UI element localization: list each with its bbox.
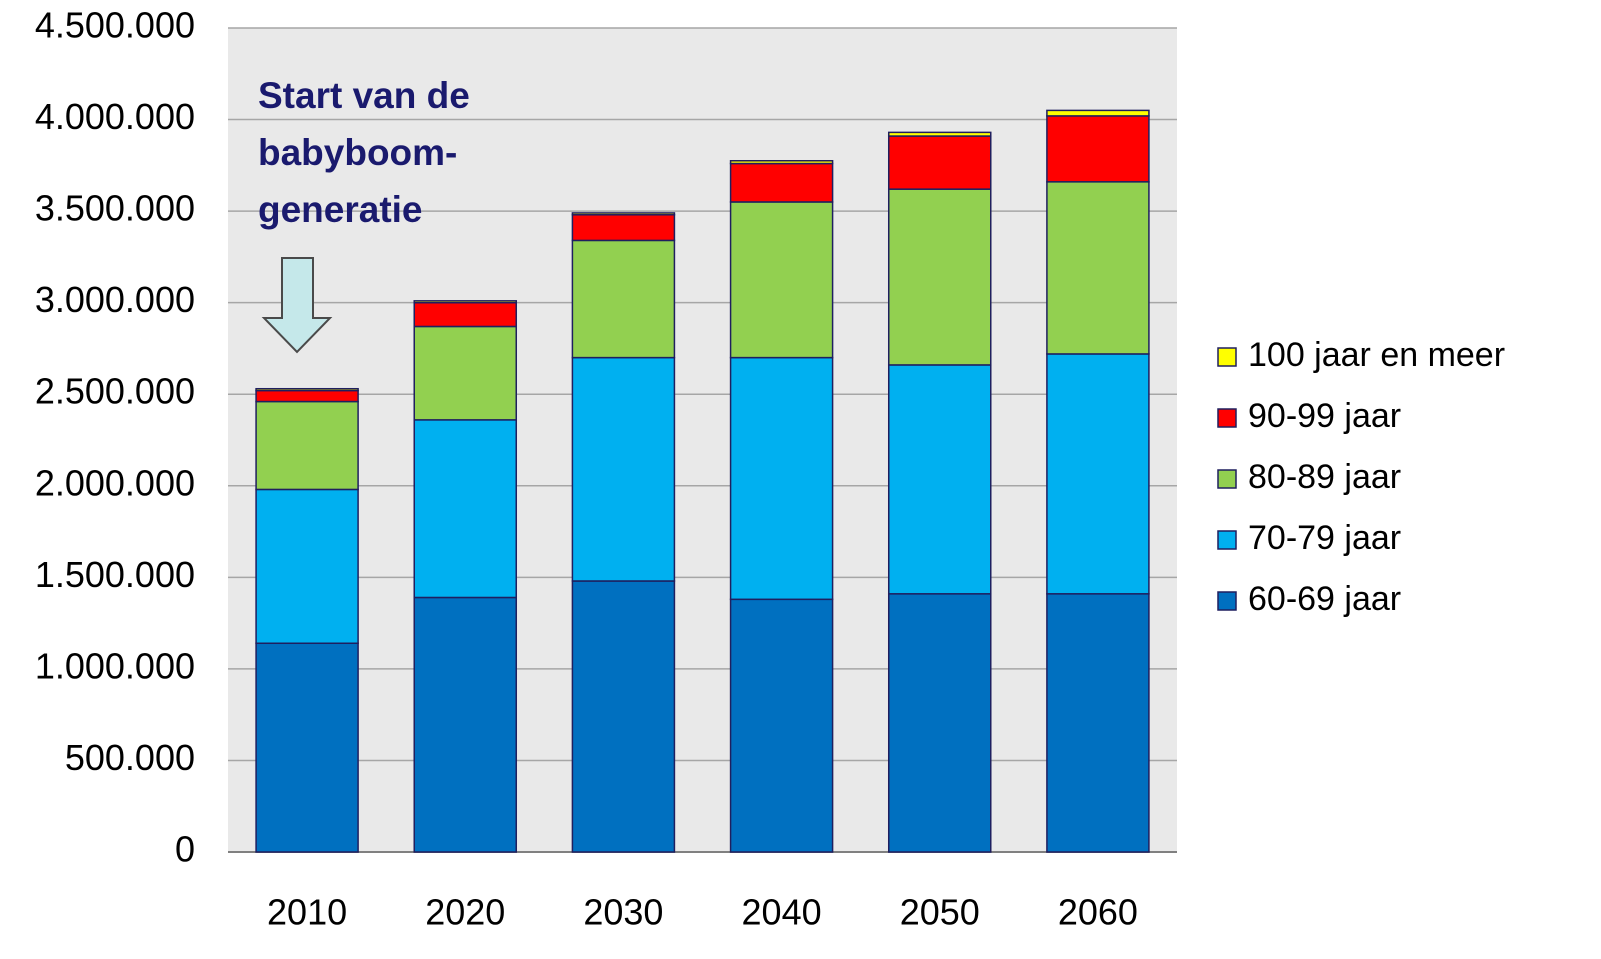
legend-swatch (1217, 469, 1237, 489)
y-tick-label: 1.500.000 (35, 554, 195, 595)
x-tick-label: 2040 (742, 892, 822, 933)
bar-segment (1046, 181, 1150, 355)
x-tick-label: 2010 (267, 892, 347, 933)
legend-swatch (1217, 591, 1237, 611)
bar-segment (571, 239, 676, 359)
legend-label: 80-89 jaar (1248, 458, 1401, 496)
bar-segment (413, 596, 518, 853)
bar-segment (255, 389, 359, 403)
bar-segment (571, 212, 676, 216)
y-tick-label: 3.000.000 (35, 279, 195, 320)
bar-segment (1046, 353, 1150, 595)
legend-label: 60-69 jaar (1248, 580, 1401, 618)
y-tick-label: 0 (175, 829, 195, 870)
legend-swatch (1217, 347, 1237, 367)
bar-segment (887, 364, 992, 595)
bar-segment (413, 419, 518, 599)
bar-segment (413, 325, 518, 421)
y-tick-label: 4.500.000 (35, 5, 195, 46)
bar-segment (729, 160, 834, 165)
x-tick-label: 2030 (583, 892, 663, 933)
bar-segment (571, 214, 676, 242)
y-tick-label: 500.000 (65, 737, 195, 778)
y-tick-label: 3.500.000 (35, 188, 195, 229)
x-tick-label: 2050 (900, 892, 980, 933)
legend-label: 90-99 jaar (1248, 397, 1401, 435)
bar-segment (887, 135, 992, 190)
bar-segment (413, 300, 518, 304)
bar-segment (887, 188, 992, 366)
y-tick-label: 2.000.000 (35, 462, 195, 503)
bar-segment (413, 301, 518, 328)
bar-segment (255, 387, 359, 392)
annotation: babyboom- (258, 132, 457, 173)
bar-segment (571, 580, 676, 853)
bar-segment (1046, 109, 1150, 117)
bar-segment (887, 593, 992, 853)
x-tick-label: 2020 (425, 892, 505, 933)
bar-segment (571, 356, 676, 582)
legend-swatch (1217, 408, 1237, 428)
annotation-arrow (261, 257, 333, 354)
bar-segment (887, 131, 992, 137)
bars (255, 109, 1150, 853)
bar-segment (729, 356, 834, 601)
legend-label: 70-79 jaar (1248, 519, 1401, 557)
plot-area (228, 28, 1177, 852)
bar-segment (729, 162, 834, 203)
legend-swatch (1217, 530, 1237, 550)
annotation: Start van de (258, 75, 470, 116)
bar-segment (255, 642, 359, 853)
bar-segment (1046, 593, 1150, 853)
bar-segment (729, 201, 834, 359)
bar-segment (1046, 115, 1150, 183)
y-tick-label: 1.000.000 (35, 645, 195, 686)
legend-label: 100 jaar en meer (1248, 336, 1505, 374)
bar-segment (255, 400, 359, 491)
grid (228, 27, 1177, 853)
bar-segment (729, 598, 834, 853)
x-tick-label: 2060 (1058, 892, 1138, 933)
y-tick-label: 4.000.000 (35, 96, 195, 137)
y-tick-label: 2.500.000 (35, 371, 195, 412)
annotation: generatie (258, 189, 423, 230)
bar-segment (255, 488, 359, 645)
